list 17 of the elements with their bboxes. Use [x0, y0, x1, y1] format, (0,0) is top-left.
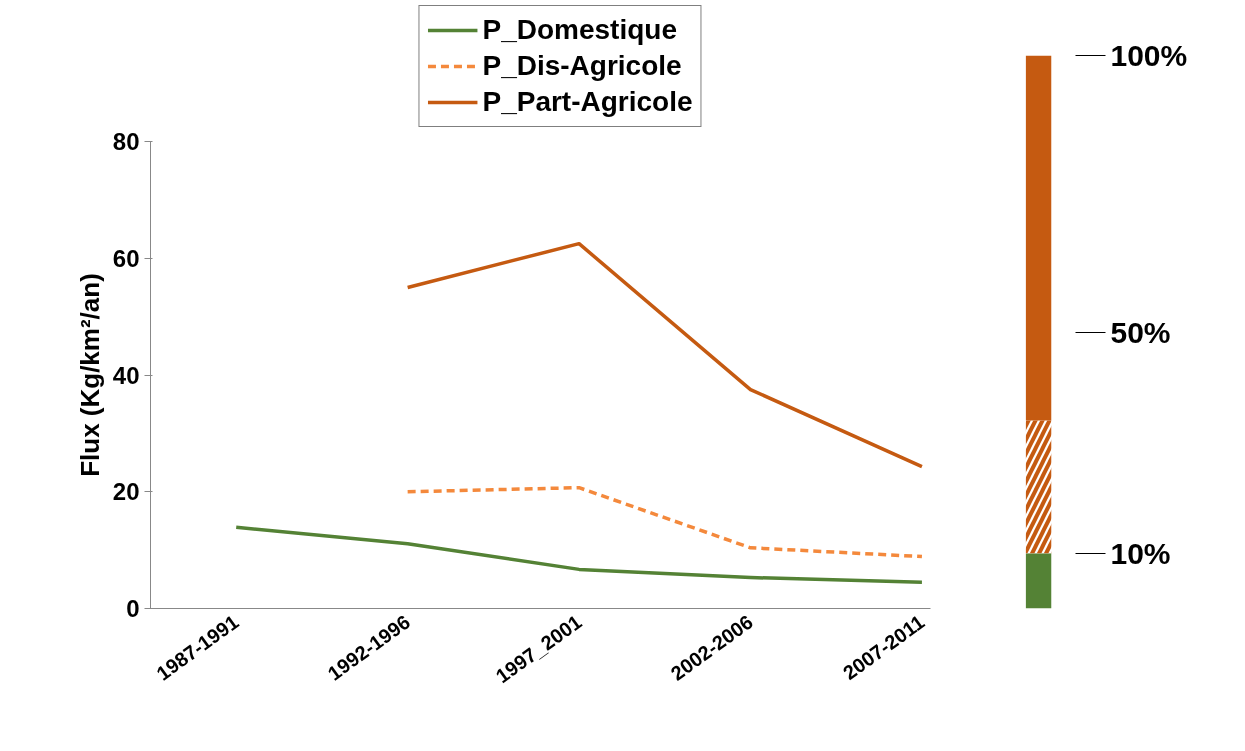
- legend-label: P_Part-Agricole: [482, 85, 693, 118]
- y-tick-label: 40: [112, 361, 140, 389]
- y-axis-title: Flux (Kg/km²/an): [74, 273, 105, 477]
- legend-label: P_Dis-Agricole: [482, 49, 682, 82]
- y-tick-label: 100%: [1110, 39, 1188, 72]
- y-tick-label: 0: [126, 595, 140, 622]
- line-series: [405, 485, 924, 559]
- line-series: [405, 241, 924, 469]
- y-tick-label: 80: [112, 128, 140, 155]
- y-tick-label: 10%: [1110, 536, 1171, 570]
- line-series: [234, 525, 924, 584]
- y-tick-label: 20: [112, 478, 140, 506]
- y-tick-label: 60: [112, 244, 140, 272]
- legend-label: P_Domestique: [482, 13, 677, 46]
- bar: [1025, 55, 1052, 421]
- y-tick-label: 50%: [1110, 315, 1171, 349]
- bar: [1025, 553, 1052, 609]
